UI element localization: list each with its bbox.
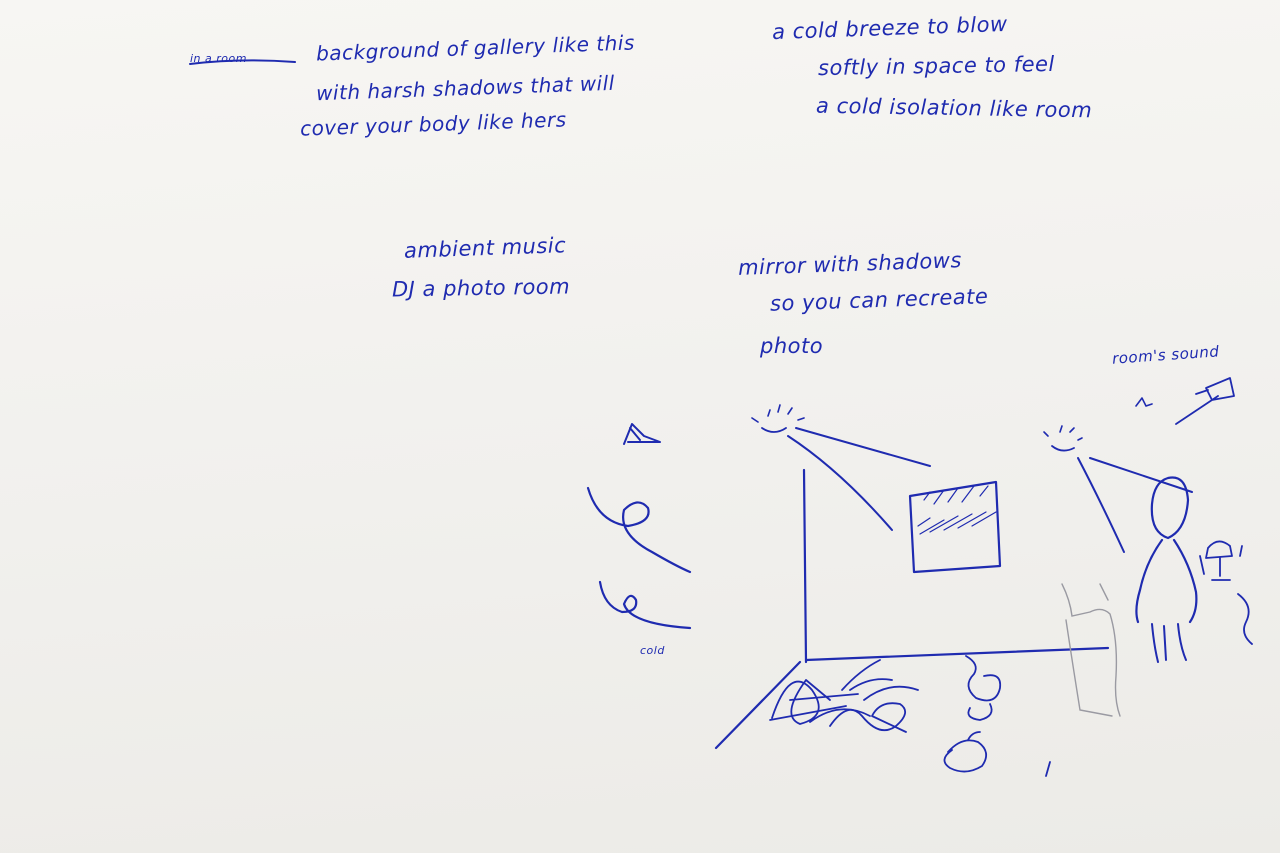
light-ray-left-a [795,427,931,467]
pencil-figure [1061,583,1121,717]
wind-swirl-bottom [598,580,692,630]
wall-frame [908,480,1002,574]
speaker-icon [1135,377,1235,425]
breeze-note-line2: softly in space to feel [817,51,1055,81]
floor-line [804,646,1110,662]
breeze-note-line3: a cold isolation like room [815,93,1093,123]
struck-note: in a room [190,52,247,65]
light-ray-left-b [787,435,893,531]
side-table [1199,540,1253,645]
strike-line [189,59,296,65]
light-source-right [1043,425,1193,553]
wall-edge [802,468,808,664]
person-figure [1135,476,1198,663]
mirror-note-line3: photo [760,334,824,358]
eye-scribble [623,423,661,445]
wind-swirl-top [586,486,692,574]
floor-scribbles [769,655,1051,777]
music-note-line2: DJ a photo room [391,274,571,302]
cold-label: cold [640,644,665,657]
light-source-left [751,404,805,433]
floor-perspective [714,660,802,750]
